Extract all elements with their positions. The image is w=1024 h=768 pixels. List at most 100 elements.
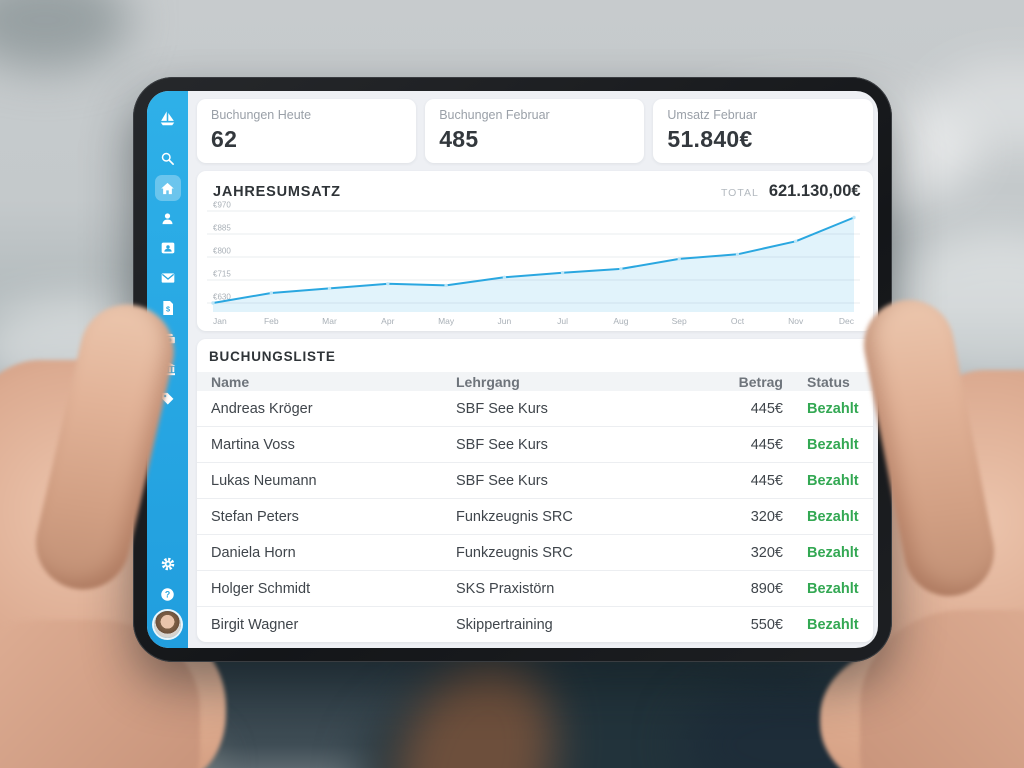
booking-name: Martina Voss — [211, 436, 295, 453]
svg-text:Nov: Nov — [788, 316, 804, 326]
user-avatar[interactable] — [154, 611, 181, 638]
booking-amount: 550€ — [750, 616, 783, 633]
svg-text:Dec: Dec — [839, 316, 855, 326]
table-row[interactable]: Holger Schmidt SKS Praxistörn 890€ Bezahlt — [197, 570, 873, 606]
stat-label: Buchungen Heute — [211, 108, 312, 122]
svg-text:Jun: Jun — [498, 316, 512, 326]
sidebar: $ ? — [147, 91, 188, 648]
sea-foam — [930, 60, 1024, 150]
column-header-course[interactable]: Lehrgang — [456, 373, 520, 390]
background-floor — [0, 720, 210, 768]
help-icon[interactable]: ? — [155, 581, 181, 607]
booking-amount: 445€ — [750, 472, 783, 489]
svg-text:Mar: Mar — [322, 316, 337, 326]
booking-amount: 445€ — [750, 436, 783, 453]
settings-gear-icon[interactable] — [155, 551, 181, 577]
svg-text:€715: €715 — [213, 270, 231, 279]
user-icon[interactable] — [155, 205, 181, 231]
table-row[interactable]: Lukas Neumann SBF See Kurs 445€ Bezahlt — [197, 462, 873, 498]
table-row[interactable]: Daniela Horn Funkzeugnis SRC 320€ Bezahlt — [197, 534, 873, 570]
booking-status: Bezahlt — [807, 544, 859, 561]
chart-total-label: TOTAL — [720, 187, 759, 199]
stat-label: Umsatz Februar — [667, 108, 757, 122]
stat-card-bookings-today[interactable]: Buchungen Heute 62 — [197, 99, 417, 163]
table-title: BUCHUNGSLISTE — [209, 349, 336, 364]
column-header-status[interactable]: Status — [807, 373, 850, 390]
stat-cards: Buchungen Heute 62 Buchungen Februar 485… — [197, 99, 873, 163]
sailboat-logo-icon — [155, 105, 181, 131]
column-header-amount[interactable]: Betrag — [738, 373, 783, 390]
booking-status: Bezahlt — [807, 580, 859, 597]
booking-name: Andreas Kröger — [211, 400, 313, 417]
table-header-row: Name Lehrgang Betrag Status — [197, 372, 873, 391]
booking-course: Funkzeugnis SRC — [456, 508, 573, 525]
mail-icon[interactable] — [155, 265, 181, 291]
svg-text:Feb: Feb — [264, 316, 279, 326]
revenue-area-chart[interactable]: €970 €885 €800 €715 €630 Jan Feb Mar Apr May Jun Ju… — [207, 201, 860, 329]
svg-text:Sep: Sep — [672, 316, 687, 326]
booking-course: SKS Praxistörn — [456, 580, 555, 597]
svg-text:Jul: Jul — [557, 316, 568, 326]
chart-title: JAHRESUMSATZ — [213, 184, 341, 200]
booking-status: Bezahlt — [807, 508, 859, 525]
contacts-icon[interactable] — [155, 235, 181, 261]
table-row[interactable]: Stefan Peters Funkzeugnis SRC 320€ Bezahlt — [197, 498, 873, 534]
booking-status: Bezahlt — [807, 472, 859, 489]
invoice-icon[interactable]: $ — [155, 295, 181, 321]
sea-foam — [880, 230, 1024, 400]
booking-name: Stefan Peters — [211, 508, 299, 525]
booking-amount: 445€ — [750, 400, 783, 417]
stat-card-revenue-february[interactable]: Umsatz Februar 51.840€ — [653, 99, 873, 163]
banknote-icon[interactable] — [155, 325, 181, 351]
booking-list-panel: BUCHUNGSLISTE Name Lehrgang Betrag Statu… — [197, 339, 873, 642]
table-body: Andreas Kröger SBF See Kurs 445€ Bezahlt Mar… — [197, 391, 873, 642]
booking-status: Bezahlt — [807, 436, 859, 453]
svg-text:€970: €970 — [213, 201, 231, 210]
table-row[interactable]: Birgit Wagner Skippertraining 550€ Bezahlt — [197, 606, 873, 642]
app-screen: $ ? — [147, 91, 878, 648]
background-rocks — [0, 0, 130, 70]
svg-text:$: $ — [165, 304, 169, 313]
person-body — [680, 680, 900, 768]
right-hand-fingers — [820, 645, 1010, 768]
svg-text:Oct: Oct — [731, 316, 745, 326]
booking-name: Birgit Wagner — [211, 616, 299, 633]
right-hand-palm — [880, 370, 1024, 768]
stat-value: 485 — [439, 126, 479, 152]
booking-course: SBF See Kurs — [456, 436, 548, 453]
annual-revenue-chart-panel: JAHRESUMSATZ TOTAL 621.130,00€ €970 €885 €… — [197, 171, 873, 331]
tag-icon[interactable] — [155, 385, 181, 411]
svg-text:May: May — [438, 316, 455, 326]
coastline — [0, 420, 150, 550]
svg-text:€630: €630 — [213, 293, 231, 302]
table-row[interactable]: Andreas Kröger SBF See Kurs 445€ Bezahlt — [197, 391, 873, 426]
booking-name: Lukas Neumann — [211, 472, 317, 489]
booking-course: Funkzeugnis SRC — [456, 544, 573, 561]
column-header-name[interactable]: Name — [211, 373, 250, 390]
tablet-device: $ ? — [133, 77, 892, 662]
stat-card-bookings-february[interactable]: Buchungen Februar 485 — [425, 99, 645, 163]
svg-text:Apr: Apr — [381, 316, 394, 326]
chart-total-value: 621.130,00€ — [768, 182, 861, 200]
booking-amount: 320€ — [750, 544, 783, 561]
booking-course: SBF See Kurs — [456, 400, 548, 417]
booking-status: Bezahlt — [807, 400, 859, 417]
search-icon[interactable] — [155, 145, 181, 171]
stat-value: 51.840€ — [667, 126, 753, 152]
booking-status: Bezahlt — [807, 616, 859, 633]
booking-course: SBF See Kurs — [456, 472, 548, 489]
booking-name: Daniela Horn — [211, 544, 296, 561]
bank-icon[interactable] — [155, 355, 181, 381]
booking-amount: 320€ — [750, 508, 783, 525]
booking-name: Holger Schmidt — [211, 580, 311, 597]
booking-course: Skippertraining — [456, 616, 553, 633]
table-row[interactable]: Martina Voss SBF See Kurs 445€ Bezahlt — [197, 426, 873, 462]
svg-text:€885: €885 — [213, 224, 231, 233]
home-icon[interactable] — [154, 175, 181, 201]
main-content: Buchungen Heute 62 Buchungen Februar 485… — [188, 91, 878, 648]
booking-amount: 890€ — [750, 580, 783, 597]
svg-text:€800: €800 — [213, 247, 231, 256]
svg-text:Aug: Aug — [613, 316, 628, 326]
svg-text:?: ? — [165, 589, 170, 599]
